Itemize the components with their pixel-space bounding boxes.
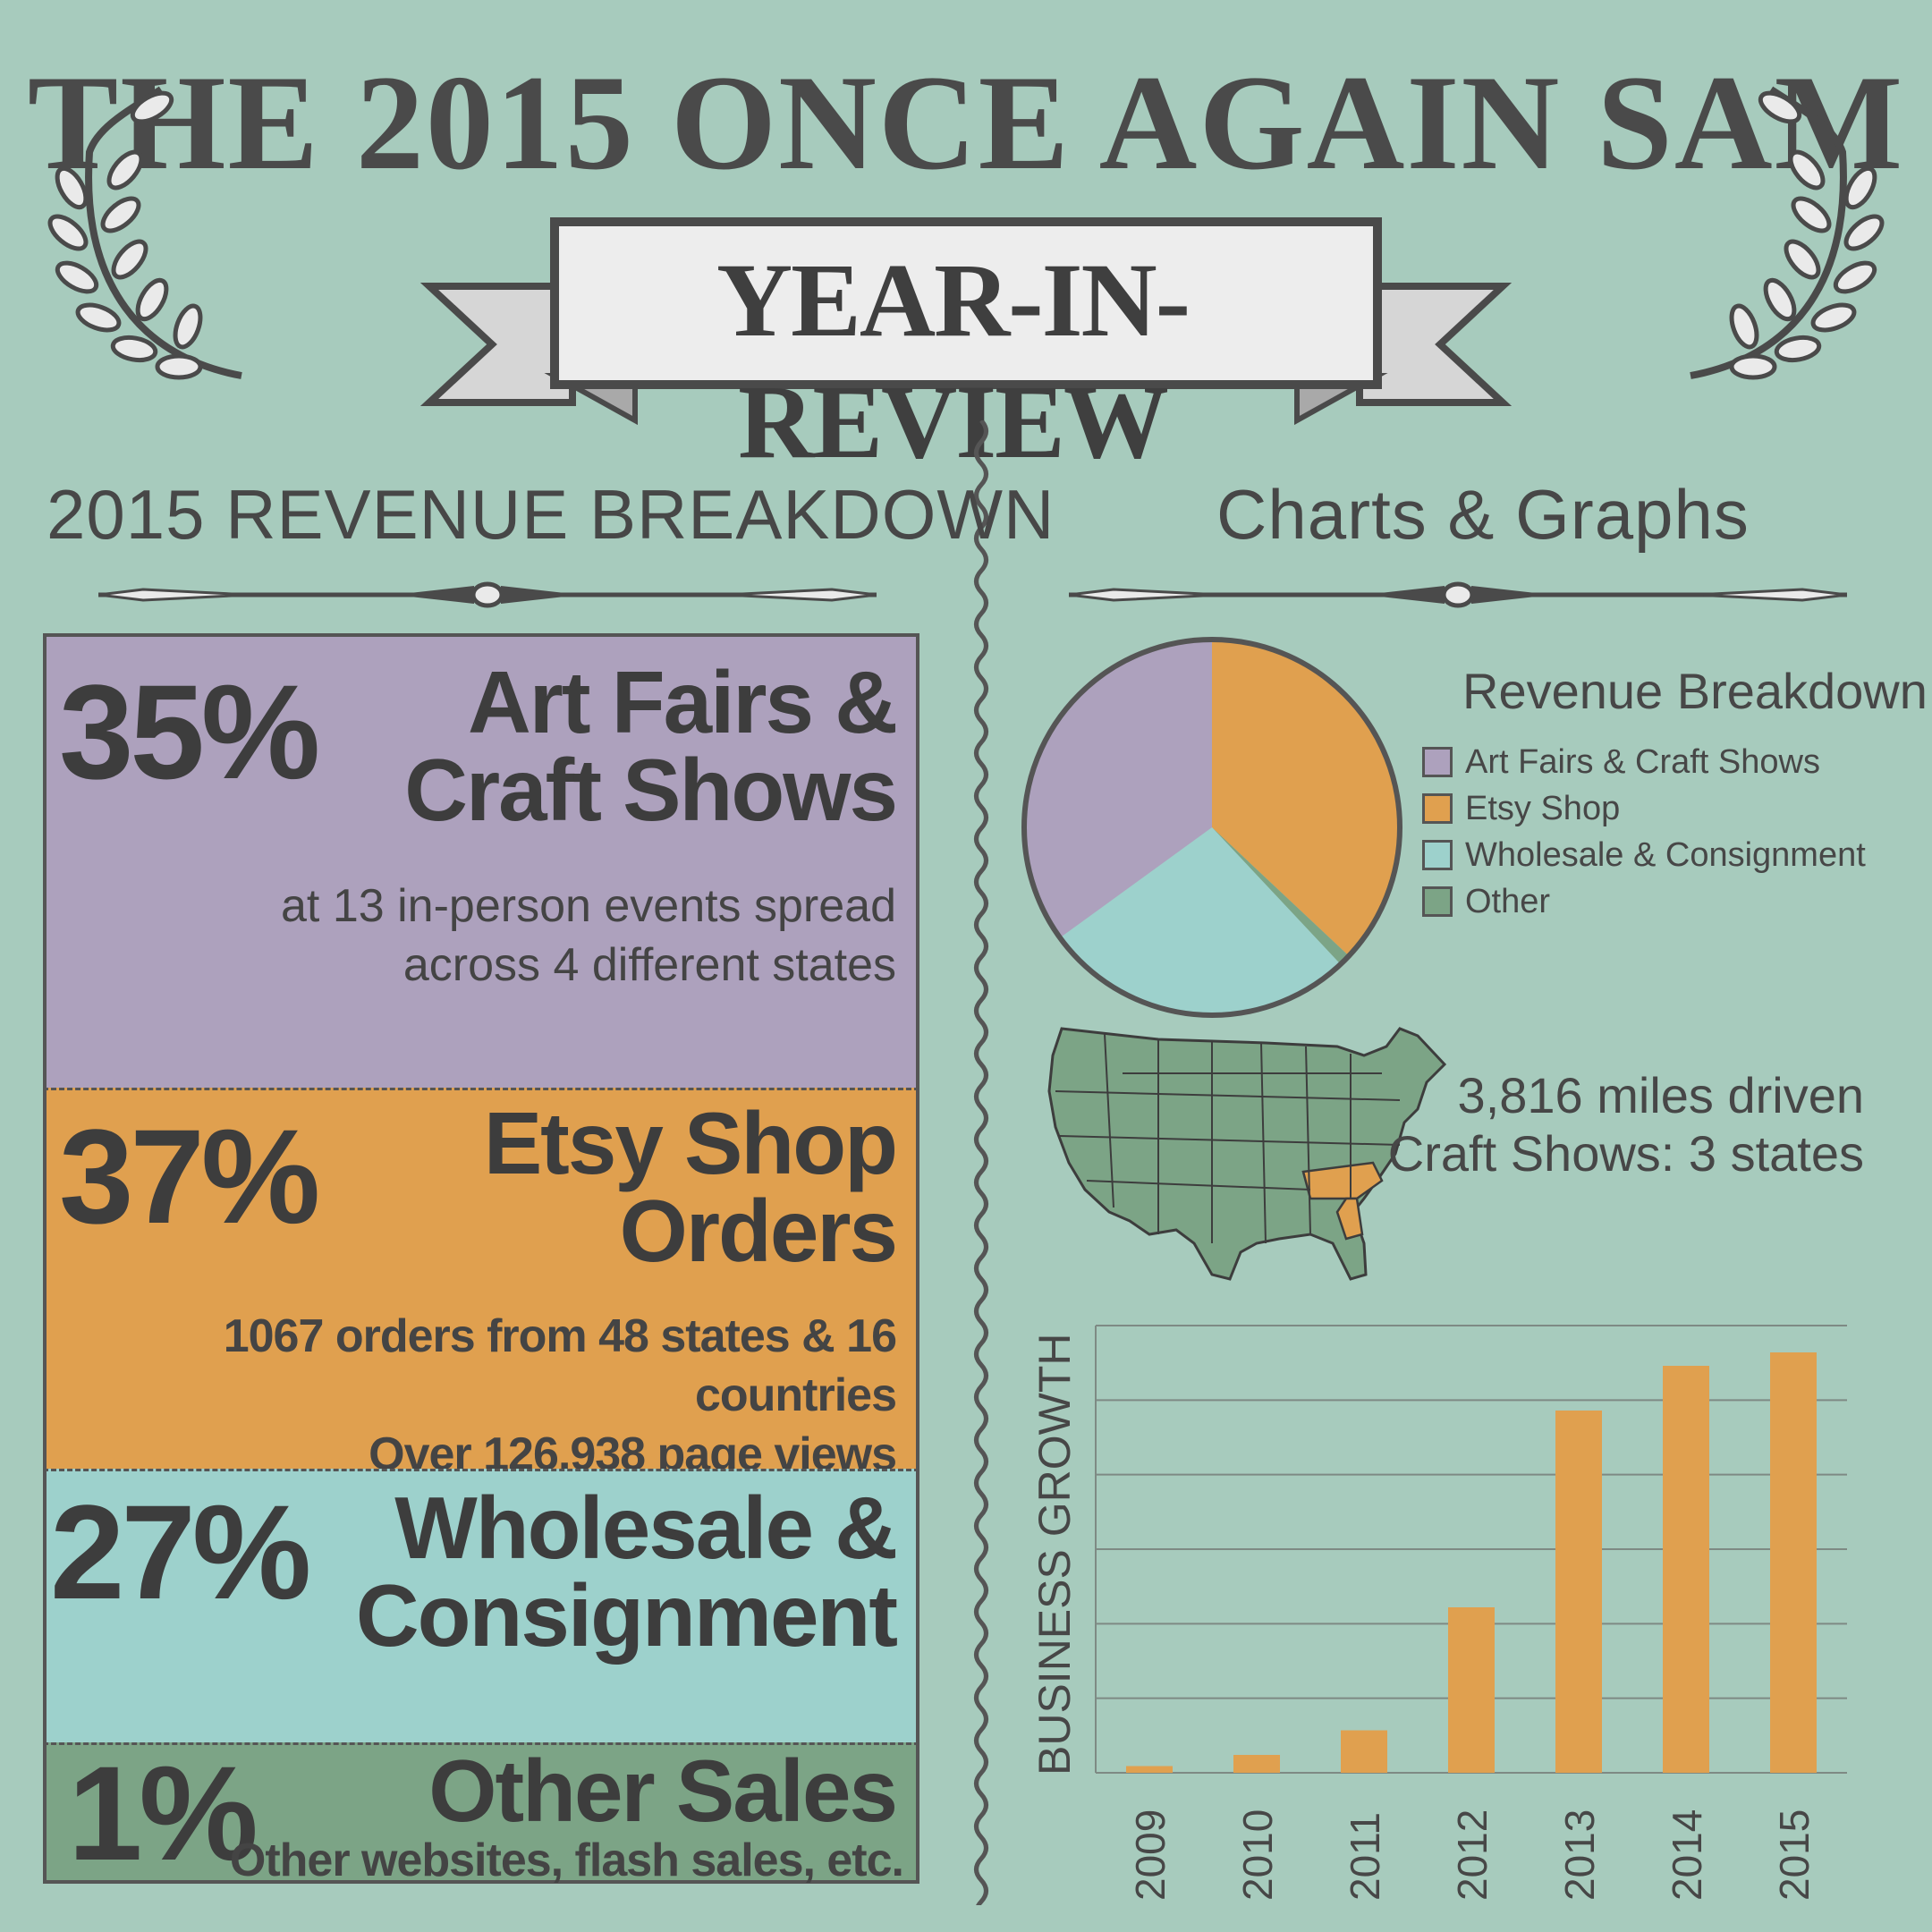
card-other-sales: 1% Other Sales Other websites, flash sal… [43,1738,919,1888]
x-tick-label: 2010 [1234,1809,1281,1901]
revenue-pie-chart [1021,637,1402,1018]
us-map-icon [1047,1027,1447,1281]
card-label: Wholesale & Consignment [355,1479,898,1665]
heading-ornament-right [1069,581,1847,608]
charts-heading: Charts & Graphs [1216,475,1750,554]
laurel-left-icon [47,86,242,380]
pie-outline [1021,637,1402,1018]
pie-legend-title: Revenue Breakdown [1462,663,1928,719]
card-description: 1067 orders from 48 states & 16 countrie… [47,1307,897,1484]
x-tick-label: 2009 [1127,1809,1174,1901]
x-tick-label: 2013 [1556,1809,1603,1901]
business-growth-chart [1095,1325,1847,1774]
page-title: THE 2015 ONCE AGAIN SAM [27,47,1905,198]
card-percent: 1% [68,1738,258,1888]
card-desc-line: 1067 orders from 48 states & 16 countrie… [223,1310,897,1421]
card-label-line: Orders [619,1182,898,1280]
legend-swatch [1422,747,1453,777]
legend-item: Etsy Shop [1422,785,1866,832]
card-label: Etsy Shop Orders [483,1094,898,1280]
legend-label: Wholesale & Consignment [1465,835,1866,874]
legend-swatch [1422,886,1453,917]
pie-slice [1060,827,1341,1015]
banner-ribbon [420,217,1512,426]
legend-item: Wholesale & Consignment [1422,832,1866,878]
x-tick-label: 2014 [1664,1809,1710,1901]
card-label: Art Fairs & Craft Shows [404,653,898,839]
legend-item: Art Fairs & Craft Shows [1422,739,1866,785]
map-caption: 3,816 miles driven Craft Shows: 3 states [1388,1066,1864,1182]
center-wavy-divider [974,420,988,1905]
x-tick-label: 2012 [1449,1809,1496,1901]
card-label: Other Sales [428,1741,898,1840]
card-desc-line: across 4 different states [402,939,896,991]
card-label-line: Art Fairs & [467,653,898,751]
bar-2014 [1663,1366,1709,1773]
card-label-line: Etsy Shop [483,1094,898,1192]
pie-slice [1212,640,1400,956]
card-label-line: Craft Shows [404,741,898,839]
legend-label: Art Fairs & Craft Shows [1465,742,1820,781]
legend-item: Other [1422,878,1866,925]
card-wholesale: 27% Wholesale & Consignment [43,1469,919,1742]
card-percent: 37% [59,1101,320,1251]
legend-swatch [1422,840,1453,870]
card-label-line: Wholesale & [394,1479,898,1577]
card-percent: 35% [59,657,320,807]
legend-label: Etsy Shop [1465,789,1621,827]
pie-slice [1212,827,1350,965]
legend-swatch [1422,793,1453,824]
x-tick-label: 2015 [1771,1809,1818,1901]
pie-slice [1024,640,1212,938]
legend-label: Other [1465,882,1551,920]
card-percent: 27% [50,1477,311,1627]
card-description: at 13 in-person events spread across 4 d… [281,877,896,995]
card-description: Other websites, flash sales, etc. [229,1835,904,1886]
craft-show-states: Craft Shows: 3 states [1387,1125,1864,1182]
miles-driven: 3,816 miles driven [1457,1067,1864,1123]
x-tick-label: 2011 [1342,1812,1388,1901]
heading-ornament-left [98,581,877,608]
card-art-fairs: 35% Art Fairs & Craft Shows at 13 in-per… [43,633,919,1088]
bar-2010 [1233,1755,1280,1773]
card-etsy-shop: 37% Etsy Shop Orders 1067 orders from 48… [43,1088,919,1480]
bar-2012 [1448,1607,1495,1773]
bar-2015 [1770,1352,1817,1773]
card-desc-line: at 13 in-person events spread [281,880,896,932]
y-axis-label: BUSINESS GROWTH [1030,1333,1080,1775]
laurel-right-icon [1690,86,1885,380]
card-label-line: Consignment [355,1566,898,1665]
revenue-heading: 2015 REVENUE BREAKDOWN [47,475,1055,554]
bar-2013 [1555,1411,1602,1773]
bar-2011 [1341,1730,1387,1773]
banner-text: YEAR-IN-REVIEW [716,242,1191,480]
bar-2009 [1126,1766,1173,1773]
pie-legend: Art Fairs & Craft Shows Etsy Shop Wholes… [1422,739,1866,925]
